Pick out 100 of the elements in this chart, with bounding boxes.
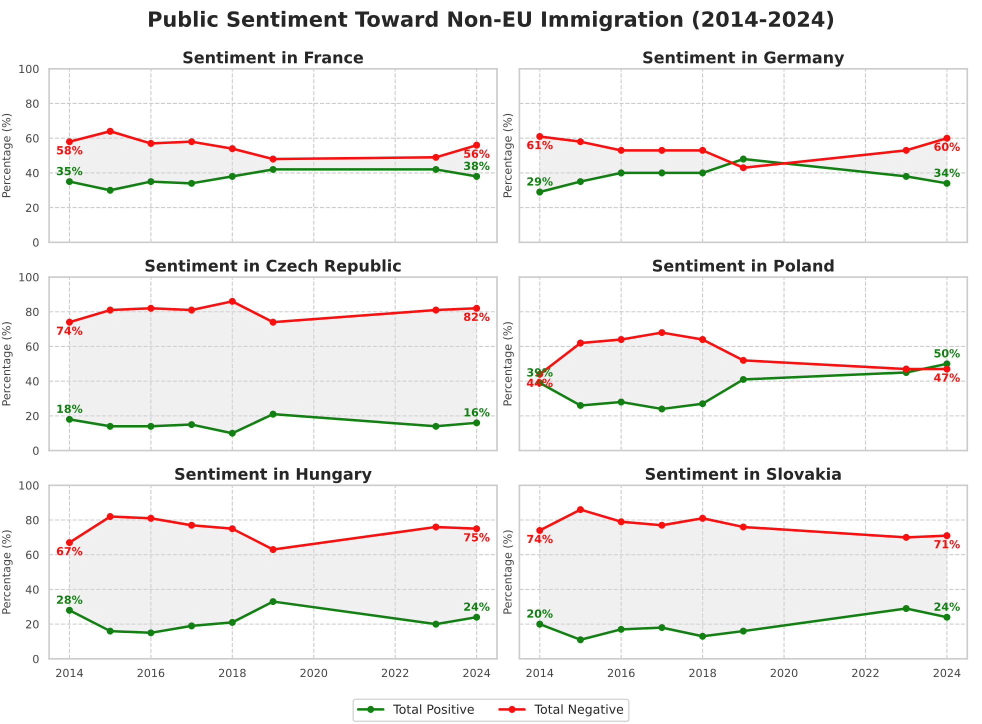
point <box>432 166 440 173</box>
text: Public Sentiment Toward Non-EU Immigration (2014-2024) <box>149 10 834 32</box>
point <box>147 140 154 147</box>
x-tick-label: 2014 <box>526 668 554 678</box>
x-tick-label: 2024 <box>463 668 490 678</box>
point <box>902 172 910 180</box>
x-tick-label: 2016 <box>138 668 164 678</box>
point <box>66 178 73 186</box>
point <box>66 318 73 326</box>
y-axis-title: Percentage (%) <box>503 322 514 406</box>
point <box>576 340 584 346</box>
y-tick-label: 80 <box>26 99 39 108</box>
point <box>473 419 480 426</box>
point <box>66 539 73 546</box>
chart-title: Sentiment in Hungary <box>175 468 372 484</box>
data-label: 18% <box>57 404 82 414</box>
point <box>147 304 154 312</box>
point <box>740 356 747 364</box>
point <box>699 632 706 640</box>
point <box>147 422 154 430</box>
point <box>536 620 544 628</box>
point <box>228 430 236 437</box>
point <box>432 422 440 430</box>
x-tick-label: 2014 <box>56 668 83 678</box>
point <box>473 614 480 621</box>
point <box>699 336 706 343</box>
point <box>902 605 910 612</box>
y-tick-label: 100 <box>19 64 39 74</box>
point <box>270 166 277 173</box>
point <box>699 514 706 522</box>
y-tick-label: 60 <box>26 342 39 351</box>
point <box>106 306 114 314</box>
data-label: 50% <box>934 349 960 358</box>
point <box>473 142 480 149</box>
data-label: 47% <box>934 373 960 382</box>
y-tick-label: 20 <box>26 620 39 629</box>
y-tick-label: 0 <box>33 654 39 664</box>
y-tick-label: 40 <box>26 377 39 386</box>
point <box>188 421 196 428</box>
point <box>270 598 277 606</box>
point <box>943 532 950 540</box>
chart-title: Sentiment in Poland <box>652 259 834 272</box>
point <box>228 525 236 532</box>
y-tick-label: 80 <box>26 516 39 524</box>
point <box>740 628 747 635</box>
x-tick-label: 2018 <box>219 668 246 678</box>
point <box>902 366 910 372</box>
x-tick-label: 2024 <box>934 668 960 678</box>
point <box>147 629 154 636</box>
point <box>740 156 747 162</box>
point <box>106 628 114 635</box>
point <box>576 138 584 146</box>
point <box>740 376 747 383</box>
point <box>106 513 114 520</box>
point <box>699 146 706 154</box>
data-label: 75% <box>464 533 490 542</box>
data-label: 61% <box>527 140 553 150</box>
point <box>902 146 910 154</box>
point <box>66 138 73 146</box>
y-tick-label: 80 <box>26 308 39 316</box>
point <box>943 366 950 372</box>
point <box>106 186 114 194</box>
y-tick-label: 60 <box>26 550 39 560</box>
data-label: 67% <box>56 546 82 556</box>
data-label: 35% <box>56 166 82 176</box>
point <box>658 522 666 529</box>
point <box>188 180 196 187</box>
data-label: 38% <box>464 162 490 170</box>
point <box>270 546 277 553</box>
point <box>147 178 154 186</box>
point <box>699 169 706 176</box>
point <box>270 318 277 326</box>
point <box>943 134 950 142</box>
point <box>432 523 440 530</box>
point <box>228 172 236 180</box>
point <box>66 606 73 614</box>
data-label: 28% <box>57 596 82 604</box>
data-label: 24% <box>934 602 960 611</box>
data-label: 16% <box>464 408 490 416</box>
point <box>228 298 236 305</box>
data-label: 74% <box>527 534 553 544</box>
legend-label: Total Negative <box>534 704 624 716</box>
data-label: 29% <box>527 177 553 186</box>
point <box>576 402 584 409</box>
point <box>618 398 625 406</box>
point <box>576 506 584 514</box>
point <box>432 620 440 628</box>
y-tick-label: 100 <box>19 481 39 490</box>
point <box>618 146 625 154</box>
point <box>658 329 666 336</box>
point <box>902 534 910 541</box>
point <box>473 304 480 312</box>
x-tick-label: 2020 <box>770 668 798 678</box>
point <box>536 132 544 140</box>
point <box>576 178 584 186</box>
point <box>536 526 544 534</box>
y-axis-title: Percentage (%) <box>503 114 514 198</box>
data-label: 34% <box>934 168 960 177</box>
x-tick-label: 2022 <box>852 668 879 678</box>
point <box>106 128 114 135</box>
